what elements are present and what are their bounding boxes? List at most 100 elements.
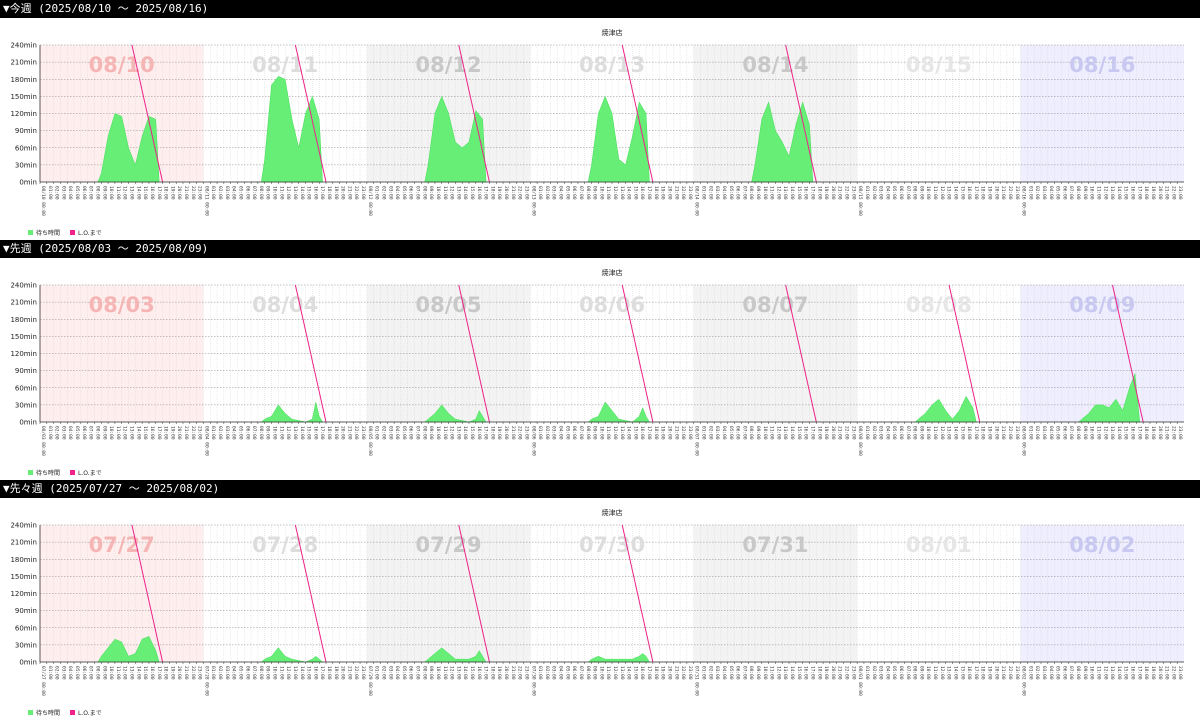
x-tick-label: 14:00 (462, 186, 468, 200)
x-tick-label: 10:00 (108, 666, 114, 680)
x-tick-label: 11:00 (932, 666, 938, 680)
x-tick-label: 07:00 (578, 666, 584, 680)
x-tick-label: 06:00 (408, 666, 414, 680)
x-tick-label: 23:00 (197, 186, 203, 200)
x-tick-label: 09:00 (755, 666, 761, 680)
x-tick-label: 02:00 (54, 666, 60, 680)
x-tick-label: 21:00 (346, 666, 352, 680)
x-tick-label: 08:00 (748, 666, 754, 680)
x-tick-label: 06:00 (1061, 186, 1067, 200)
x-tick-label: 11:00 (605, 186, 611, 200)
legend-label: 待ち時間 (36, 710, 61, 717)
x-tick-label: 09:00 (101, 666, 107, 680)
x-tick-label: 08:00 (421, 666, 427, 680)
x-tick-label: 08:00 (94, 426, 100, 440)
x-tick-label: 19:00 (823, 666, 829, 680)
day-label: 08/04 (252, 293, 318, 317)
x-tick-label: 12:00 (775, 186, 781, 200)
x-tick-label: 23:00 (523, 666, 529, 680)
x-tick-label: 14:00 (789, 186, 795, 200)
x-tick-label: 22:00 (680, 186, 686, 200)
x-tick-label: 03:00 (551, 186, 557, 200)
x-tick-label: 21:00 (346, 186, 352, 200)
y-tick-label: 240min (10, 522, 37, 530)
x-tick-label: 23:00 (687, 186, 693, 200)
x-tick-label: 19:00 (823, 426, 829, 440)
x-tick-label: 09:00 (918, 426, 924, 440)
x-tick-label: 18:00 (1143, 666, 1149, 680)
legend: 待ち時間 L.O.まで (28, 228, 102, 237)
x-tick-label: 11:00 (932, 186, 938, 200)
x-tick-label: 05:00 (401, 426, 407, 440)
x-tick-label: 20:00 (1157, 666, 1163, 680)
legend-label: L.O.まで (78, 230, 102, 237)
chart-title: 焼津店 (602, 28, 623, 37)
lo-line (458, 524, 490, 663)
x-tick-label: 06:00 (571, 426, 577, 440)
x-tick-label: 19:00 (987, 666, 993, 680)
x-tick-label: 16:00 (803, 666, 809, 680)
x-tick-label: 19:00 (333, 426, 339, 440)
x-tick-label: 01:00 (864, 666, 870, 680)
x-tick-label: 05:00 (891, 666, 897, 680)
x-tick-label: 13:00 (292, 666, 298, 680)
x-tick-label: 20:00 (993, 186, 999, 200)
x-tick-label: 20:00 (830, 666, 836, 680)
x-tick-label: 20:00 (503, 666, 509, 680)
x-tick-label: 09:00 (101, 426, 107, 440)
x-tick-label: 11:00 (769, 426, 775, 440)
x-tick-label: 12:00 (449, 666, 455, 680)
x-tick-label: 15:00 (306, 426, 312, 440)
x-tick-label: 05:00 (401, 186, 407, 200)
x-tick-label: 01:00 (47, 186, 53, 200)
x-tick-label: 10:00 (272, 186, 278, 200)
y-tick-label: 120min (10, 110, 37, 118)
week-panel: ▼先週 (2025/08/03 〜 2025/08/09) 焼津店 0min 30mi… (0, 240, 1200, 480)
x-tick-label: 01:00 (701, 666, 707, 680)
lo-line (785, 284, 817, 423)
x-tick-label: 20:00 (340, 426, 346, 440)
x-tick-label: 23:00 (197, 666, 203, 680)
x-tick-label: 06:00 (571, 666, 577, 680)
x-tick-label: 19:00 (496, 666, 502, 680)
x-tick-label: 05:00 (564, 426, 570, 440)
x-tick-label: 18:00 (489, 186, 495, 200)
x-tick-label: 17:00 (646, 666, 652, 680)
x-tick-label: 04:00 (67, 426, 73, 440)
x-tick-label: 13:00 (129, 426, 135, 440)
x-tick-label: 13:00 (129, 186, 135, 200)
x-tick-label: 19:00 (987, 186, 993, 200)
x-tick-label: 11:00 (115, 666, 121, 680)
x-tick-label: 11:00 (769, 666, 775, 680)
x-tick-label: 10:00 (272, 666, 278, 680)
x-tick-label: 18:00 (326, 426, 332, 440)
x-tick-label: 11:00 (115, 426, 121, 440)
x-tick-label: 08:00 (585, 426, 591, 440)
x-tick-label: 21:00 (1164, 426, 1170, 440)
x-tick-label: 06:00 (571, 186, 577, 200)
x-tick-label: 11:00 (769, 186, 775, 200)
x-tick-label: 08/15 00:00 (857, 186, 863, 216)
x-tick-label: 05:00 (237, 186, 243, 200)
x-tick-label: 16:00 (639, 426, 645, 440)
x-tick-label: 13:00 (292, 186, 298, 200)
x-tick-label: 02:00 (54, 186, 60, 200)
x-tick-label: 15:00 (796, 666, 802, 680)
x-tick-label: 07:00 (1068, 186, 1074, 200)
x-tick-label: 16:00 (803, 426, 809, 440)
week-panel: ▼先々週 (2025/07/27 〜 2025/08/02) 焼津店 0min 30m… (0, 480, 1200, 720)
y-tick-label: 30min (15, 401, 37, 409)
x-tick-label: 07:00 (251, 426, 257, 440)
x-tick-label: 07/30 00:00 (530, 666, 536, 696)
x-tick-label: 04:00 (558, 666, 564, 680)
x-tick-label: 22:00 (680, 426, 686, 440)
x-tick-label: 09:00 (1082, 666, 1088, 680)
x-tick-label: 10:00 (272, 426, 278, 440)
wait-time-area (587, 401, 650, 423)
x-tick-label: 07:00 (1068, 426, 1074, 440)
x-tick-label: 07:00 (88, 666, 94, 680)
x-tick-label: 20:00 (340, 186, 346, 200)
x-tick-label: 23:00 (1014, 666, 1020, 680)
y-tick-label: 90min (15, 127, 37, 135)
x-tick-label: 11:00 (442, 666, 448, 680)
